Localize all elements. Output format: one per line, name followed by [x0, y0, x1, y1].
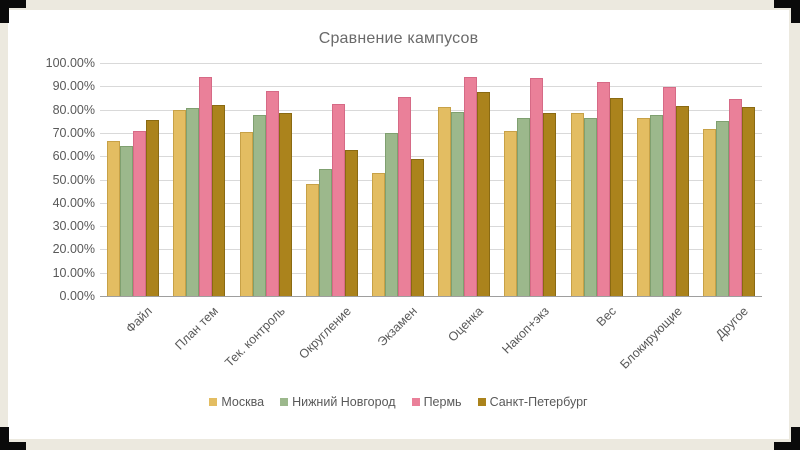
bar-Санкт-Петербург-Тек. контроль: [278, 113, 292, 296]
bar-Москва-Блокирующие: [636, 118, 650, 296]
bar-Санкт-Петербург-Накоп+экз: [543, 113, 557, 296]
bar-Нижний Новгород-Файл: [120, 146, 134, 296]
bar-Москва-Другое: [702, 129, 716, 296]
legend-label: Санкт-Петербург: [489, 395, 588, 409]
bar-Нижний Новгород-Накоп+экз: [517, 118, 531, 296]
bar-Москва-Округление: [305, 184, 319, 296]
bar-Москва-План тем: [173, 110, 187, 296]
bar-Москва-Оценка: [438, 107, 452, 296]
gridline-90.00%: [100, 86, 762, 88]
y-tick-label: 80.00%: [52, 102, 95, 117]
y-tick-label: 40.00%: [52, 195, 95, 210]
bar-Нижний Новгород-Экзамен: [384, 133, 398, 296]
bar-Санкт-Петербург-Вес: [609, 98, 623, 296]
y-tick-label: 0.00%: [59, 289, 95, 303]
bar-Пермь-Вес: [596, 82, 610, 296]
bar-Москва-Тек. контроль: [239, 132, 253, 296]
bar-Санкт-Петербург-Другое: [741, 107, 755, 296]
bar-Пермь-Экзамен: [397, 97, 411, 296]
gridline-80.00%: [100, 109, 762, 111]
bar-Санкт-Петербург-Оценка: [477, 92, 491, 296]
gridline-60.00%: [100, 156, 762, 158]
slide-corner-top-left-decoration: [0, 0, 26, 23]
chart-legend: Москва Нижний Новгород Пермь Санкт-Петербур…: [8, 395, 789, 409]
plot-area: [100, 63, 762, 297]
legend-label: Нижний Новгород: [292, 395, 396, 409]
bar-Нижний Новгород-План тем: [186, 108, 200, 296]
chart-panel: Сравнение кампусов 0.00% 10.00% 20.00% 30.0…: [8, 10, 789, 439]
gridline-10.00%: [100, 272, 762, 274]
legend-swatch-icon: [411, 398, 420, 406]
gridline-20.00%: [100, 249, 762, 251]
bar-Нижний Новгород-Тек. контроль: [252, 115, 266, 296]
bar-Москва-Вес: [570, 113, 584, 296]
legend-swatch-icon: [477, 398, 486, 406]
bar-Санкт-Петербург-Экзамен: [410, 159, 424, 296]
bar-Санкт-Петербург-Блокирующие: [675, 106, 689, 296]
y-tick-label: 90.00%: [52, 79, 95, 94]
legend-swatch-icon: [280, 398, 289, 406]
bar-Пермь-Оценка: [464, 77, 478, 296]
slide-corner-top-right-decoration: [774, 0, 800, 23]
bar-Пермь-Округление: [331, 104, 345, 296]
y-tick-label: 70.00%: [52, 125, 95, 140]
gridline-40.00%: [100, 202, 762, 204]
y-tick-label: 100.00%: [45, 56, 95, 70]
bar-Пермь-Накоп+экз: [530, 78, 544, 296]
bar-Нижний Новгород-Округление: [318, 169, 332, 296]
gridline-30.00%: [100, 226, 762, 228]
bar-Пермь-План тем: [199, 77, 213, 296]
gridline-50.00%: [100, 179, 762, 181]
gridline-100.00%: [100, 63, 762, 64]
bar-Москва-Накоп+экз: [504, 131, 518, 296]
bar-Санкт-Петербург-Округление: [344, 150, 358, 296]
y-tick-label: 10.00%: [52, 265, 95, 280]
bar-Нижний Новгород-Вес: [583, 118, 597, 296]
bar-Пермь-Блокирующие: [662, 87, 676, 296]
gridline-70.00%: [100, 132, 762, 134]
y-tick-label: 20.00%: [52, 242, 95, 257]
legend-swatch-icon: [209, 398, 218, 406]
bar-Москва-Экзамен: [371, 173, 385, 296]
legend-label: Пермь: [423, 395, 462, 409]
y-tick-label: 50.00%: [52, 172, 95, 187]
bar-Москва-Файл: [107, 141, 121, 296]
gridline-0.00%: [100, 296, 762, 297]
legend-item-Санкт-Петербург: Санкт-Петербург: [477, 395, 588, 409]
slide-corner-bottom-left-decoration: [0, 427, 26, 450]
bar-Санкт-Петербург-План тем: [212, 105, 226, 296]
legend-item-Нижний Новгород: Нижний Новгород: [280, 395, 396, 409]
bar-Пермь-Файл: [133, 131, 147, 296]
bar-Пермь-Другое: [728, 99, 742, 296]
bar-Пермь-Тек. контроль: [265, 91, 279, 296]
legend-label: Москва: [221, 395, 265, 409]
slide-corner-bottom-right-decoration: [774, 427, 800, 450]
y-tick-label: 60.00%: [52, 149, 95, 164]
legend-item-Пермь: Пермь: [411, 395, 462, 409]
chart-title: Сравнение кампусов: [318, 30, 479, 47]
bar-Нижний Новгород-Блокирующие: [649, 115, 663, 296]
bar-Санкт-Петербург-Файл: [146, 120, 160, 296]
bar-Нижний Новгород-Другое: [715, 121, 729, 296]
legend-item-Москва: Москва: [209, 395, 264, 409]
y-tick-label: 30.00%: [52, 219, 95, 234]
bar-Нижний Новгород-Оценка: [451, 112, 465, 296]
